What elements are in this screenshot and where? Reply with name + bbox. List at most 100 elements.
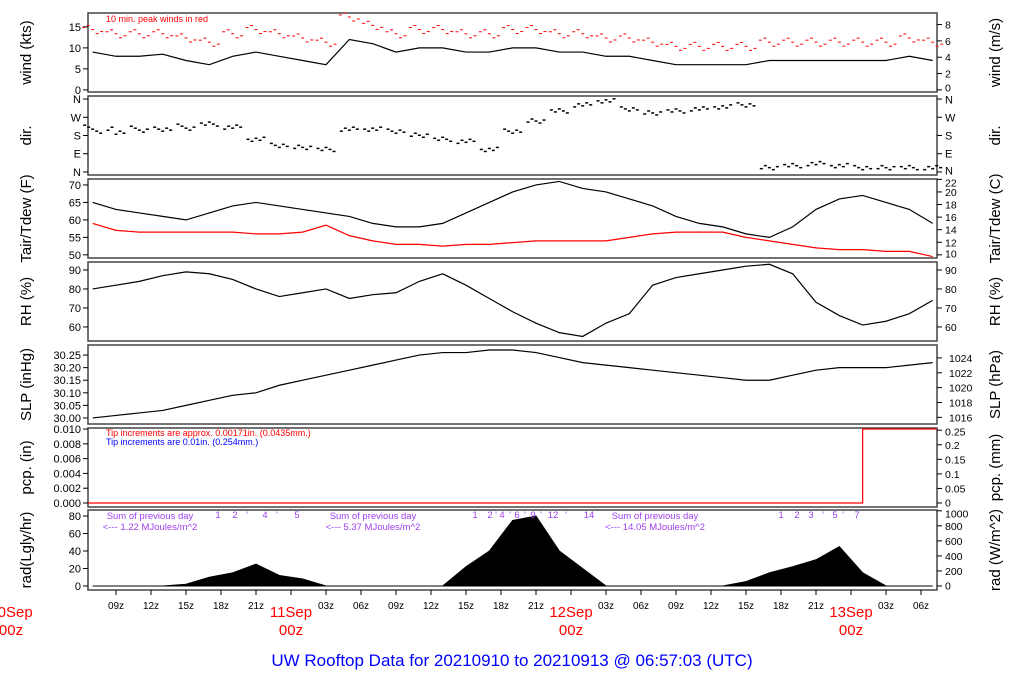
y-tick-label: 30.00 bbox=[53, 413, 81, 425]
y-tick-label: N bbox=[73, 94, 81, 106]
x-tick-label: 03z bbox=[878, 601, 894, 612]
direction-point bbox=[763, 164, 767, 167]
peak-wind-mark bbox=[595, 35, 599, 37]
rad-hour-mark: ' bbox=[246, 510, 248, 521]
y-tick-label: 5 bbox=[75, 64, 81, 76]
peak-wind-mark bbox=[566, 35, 570, 37]
rad-hour-mark: 2 bbox=[794, 510, 799, 521]
peak-wind-mark bbox=[636, 39, 640, 41]
direction-point bbox=[655, 114, 659, 116]
y-tick-label: 60 bbox=[69, 529, 81, 541]
direction-point bbox=[273, 144, 277, 147]
peak-wind-mark bbox=[613, 39, 617, 41]
direction-point bbox=[122, 132, 126, 134]
peak-wind-mark bbox=[222, 31, 226, 33]
peak-wind-mark bbox=[105, 31, 109, 33]
direction-point bbox=[305, 148, 309, 151]
y-tick-label: 50 bbox=[69, 250, 81, 262]
direction-point bbox=[915, 168, 919, 171]
y-tick-label: 0 bbox=[75, 581, 81, 593]
peak-wind-mark bbox=[833, 37, 837, 39]
peak-wind-mark bbox=[693, 41, 697, 43]
y-tick-label-right: 4 bbox=[945, 52, 951, 64]
direction-point bbox=[309, 145, 313, 148]
y-tick-label: 90 bbox=[69, 265, 81, 277]
direction-point bbox=[176, 123, 180, 125]
direction-point bbox=[421, 136, 425, 138]
peak-wind-mark bbox=[338, 14, 342, 16]
direction-point bbox=[759, 167, 763, 170]
direction-point bbox=[355, 128, 359, 130]
peak-wind-mark bbox=[473, 35, 477, 37]
direction-point bbox=[425, 133, 429, 135]
peak-wind-mark bbox=[492, 37, 496, 39]
direction-point bbox=[725, 107, 729, 109]
y-tick-label-right: 12 bbox=[945, 237, 957, 249]
direction-point bbox=[880, 164, 884, 167]
y-tick-label: 15 bbox=[69, 22, 81, 34]
y-tick-label-right: N bbox=[945, 95, 953, 107]
direction-point bbox=[822, 162, 826, 165]
direction-point bbox=[262, 136, 266, 139]
y-tick-label: 0 bbox=[75, 85, 81, 97]
y-tick-label: 40 bbox=[69, 546, 81, 558]
y-axis-label: RH (%) bbox=[18, 277, 35, 326]
direction-point bbox=[472, 140, 476, 143]
direction-point bbox=[845, 162, 849, 165]
peak-wind-mark bbox=[712, 43, 716, 45]
peak-wind-mark bbox=[548, 31, 552, 33]
direction-point bbox=[153, 126, 157, 128]
y-axis-label-right: dir. bbox=[987, 125, 1004, 145]
peak-wind-mark bbox=[772, 45, 776, 47]
direction-point bbox=[324, 146, 328, 149]
y-axis-label: wind (kts) bbox=[18, 20, 35, 85]
peak-wind-mark bbox=[782, 39, 786, 41]
peak-wind-mark bbox=[259, 33, 262, 35]
direction-point bbox=[390, 130, 394, 132]
y-tick-label: 80 bbox=[69, 284, 81, 296]
peak-wind-mark bbox=[137, 33, 141, 35]
direction-point bbox=[347, 129, 351, 131]
direction-point bbox=[507, 130, 511, 132]
direction-point bbox=[515, 129, 519, 131]
peak-wind-mark bbox=[362, 22, 366, 24]
direction-point bbox=[409, 135, 413, 137]
peak-wind-mark bbox=[100, 31, 104, 33]
rad-hour-mark: ' bbox=[822, 510, 824, 521]
direction-point bbox=[258, 139, 262, 142]
x-tick-label: 15z bbox=[458, 601, 474, 612]
day-hour-label: 00z bbox=[279, 622, 303, 639]
peak-wind-mark bbox=[753, 47, 757, 49]
peak-wind-mark bbox=[706, 47, 710, 49]
peak-wind-mark bbox=[506, 25, 510, 27]
direction-point bbox=[456, 142, 460, 145]
day-hour-label: 00z bbox=[839, 622, 863, 639]
peak-wind-mark bbox=[445, 33, 449, 35]
direction-point bbox=[888, 168, 892, 171]
direction-point bbox=[371, 127, 375, 129]
peak-wind-mark bbox=[292, 35, 296, 37]
peak-wind-mark bbox=[455, 31, 459, 33]
direction-point bbox=[235, 124, 239, 126]
peak-wind-mark bbox=[623, 33, 627, 35]
peak-wind-mark bbox=[810, 37, 813, 39]
direction-point bbox=[487, 147, 491, 150]
peak-wind-mark bbox=[935, 45, 939, 47]
peak-wind-mark bbox=[235, 37, 239, 39]
direction-point bbox=[721, 105, 725, 107]
rad-hour-mark: 7 bbox=[854, 510, 859, 521]
direction-point bbox=[884, 166, 888, 169]
y-tick-label-right: 8 bbox=[945, 20, 951, 32]
peak-wind-mark bbox=[189, 41, 192, 43]
direction-point bbox=[343, 127, 347, 129]
peak-wind-mark bbox=[496, 35, 500, 37]
peak-wind-mark bbox=[240, 35, 244, 37]
peak-wind-mark bbox=[786, 37, 790, 39]
direction-point bbox=[394, 132, 398, 134]
rad-hour-mark: 1 bbox=[215, 510, 220, 521]
direction-point bbox=[818, 160, 822, 163]
direction-point bbox=[133, 127, 137, 129]
peak-wind-mark bbox=[460, 29, 463, 31]
peak-wind-mark bbox=[333, 43, 337, 45]
